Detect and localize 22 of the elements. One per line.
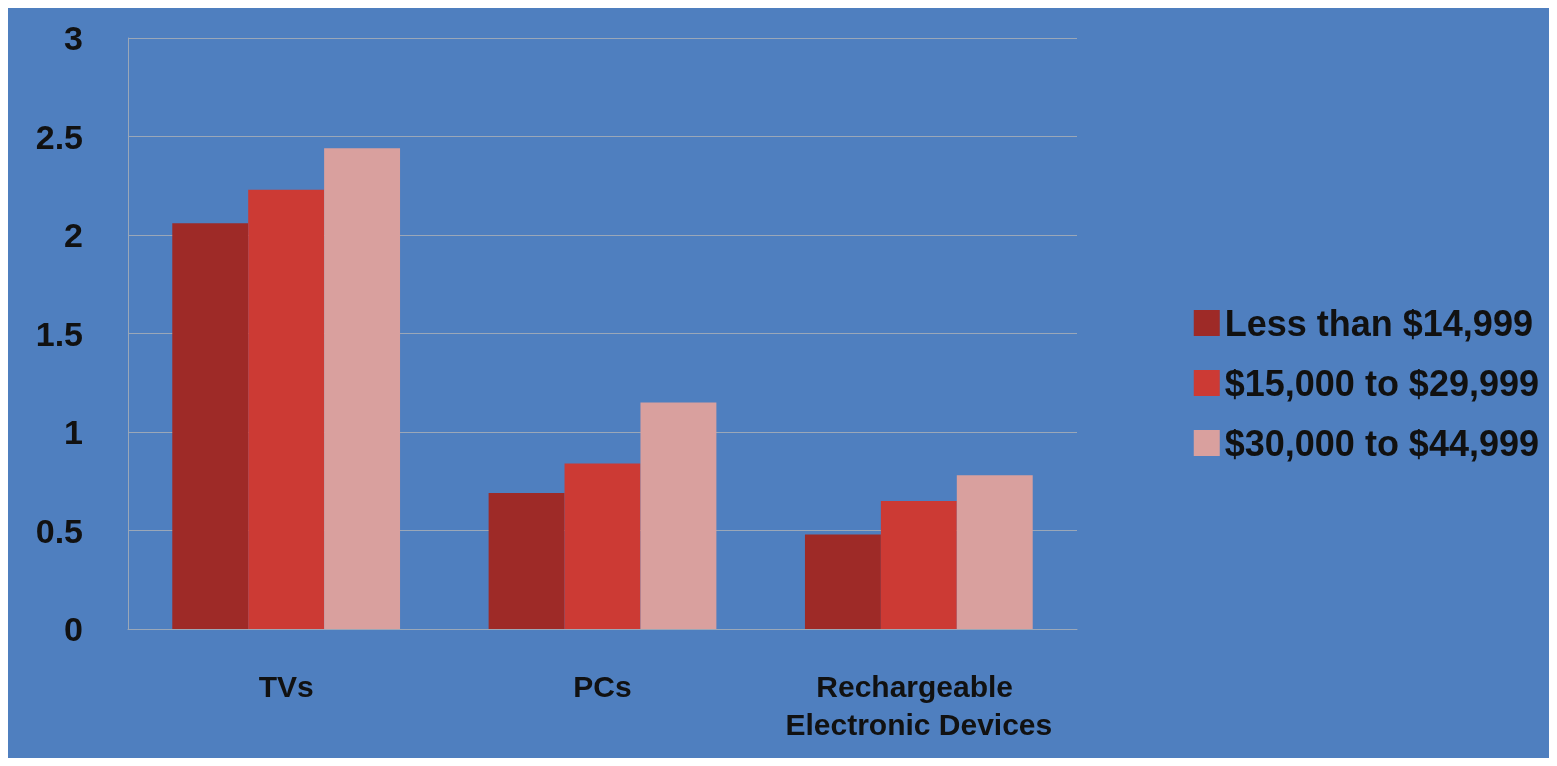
x-tick-label: TVs — [258, 669, 314, 703]
legend-label: $30,000 to $44,999 — [1224, 422, 1540, 464]
legend-label: Less than $14,999 — [1224, 302, 1533, 344]
y-tick-label: 1.5 — [35, 314, 83, 353]
x-tick-label: PCs — [573, 669, 632, 703]
y-tick-label: 0 — [64, 610, 83, 648]
bar — [804, 534, 881, 629]
bar — [172, 223, 249, 629]
y-tick-label: 3 — [64, 19, 83, 57]
bar — [248, 189, 325, 629]
bar — [956, 475, 1033, 629]
x-tick-label: Rechargeable Electronic Devices — [785, 669, 1053, 741]
bar — [640, 402, 717, 629]
y-tick-label: 2 — [64, 216, 83, 254]
bar — [880, 500, 957, 629]
bar — [564, 463, 641, 629]
y-tick-label: 0.5 — [35, 511, 83, 550]
legend-label: $15,000 to $29,999 — [1224, 362, 1540, 404]
y-tick-label: 1 — [64, 413, 83, 451]
bar — [324, 148, 401, 629]
bar — [488, 493, 565, 629]
y-tick-label: 2.5 — [35, 117, 83, 156]
